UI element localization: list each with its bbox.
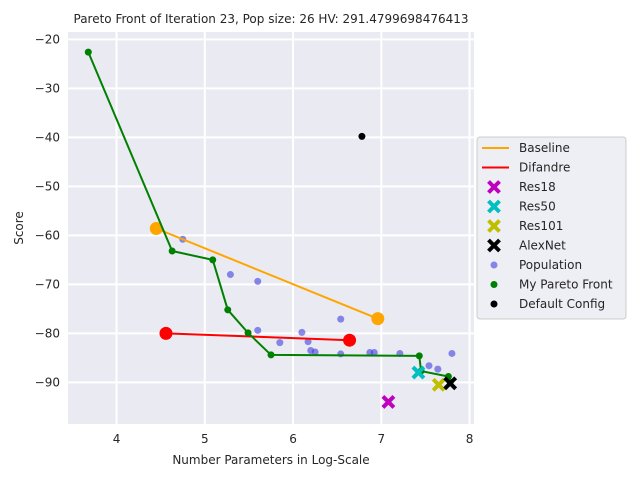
population-point: [448, 349, 456, 357]
y-tick-label: −60: [35, 228, 60, 242]
population-point: [311, 348, 319, 356]
legend-label: Baseline: [519, 141, 570, 155]
legend-entry-default-config: Default Config: [490, 297, 605, 311]
res18-marker: [381, 395, 396, 409]
res101-marker: [431, 377, 446, 392]
my-pareto-front-point: [224, 306, 232, 314]
my-pareto-front-point: [267, 351, 275, 359]
legend-x-swatch-stroke: [487, 238, 501, 253]
y-tick-label: −40: [35, 130, 60, 144]
population-point: [370, 348, 378, 356]
x-axis-label: Number Parameters in Log-Scale: [172, 453, 369, 467]
my-pareto-front-point: [84, 48, 92, 56]
y-tick-label: −80: [35, 326, 60, 340]
legend-label: My Pareto Front: [519, 278, 613, 292]
y-tick-label: −20: [35, 32, 60, 46]
legend-entry-res50: Res50: [487, 199, 556, 214]
legend-entry-population: Population: [490, 258, 582, 272]
series-res101: [431, 377, 446, 392]
legend-label: Res101: [519, 219, 563, 233]
legend-label: Difandre: [519, 161, 570, 175]
x-tick-label: 6: [289, 432, 297, 446]
default-config-point: [358, 132, 366, 140]
legend-x-swatch-stroke: [487, 180, 501, 194]
series-res50: [411, 365, 426, 380]
series-res18: [381, 395, 396, 409]
x-tick-label: 8: [466, 432, 474, 446]
y-tick-label: −50: [35, 179, 60, 193]
legend-entry-res18: Res18: [487, 180, 556, 194]
series-default-config: [358, 132, 366, 140]
res50-marker: [411, 365, 426, 380]
legend-label: Default Config: [519, 297, 605, 311]
legend-label: AlexNet: [519, 239, 566, 253]
my-pareto-front-point: [244, 329, 252, 337]
legend-x-swatch: [487, 238, 501, 253]
legend-x-swatch: [487, 219, 501, 233]
alexnet-marker-stroke: [443, 376, 458, 391]
difandre-line: [165, 332, 350, 342]
my-pareto-front-point: [168, 247, 176, 255]
series-baseline: [149, 221, 385, 326]
chart-title: Pareto Front of Iteration 23, Pop size: …: [74, 12, 469, 26]
legend-label: Res18: [519, 180, 556, 194]
legend-x-swatch: [487, 199, 501, 214]
legend-entry-baseline: Baseline: [482, 141, 570, 155]
y-tick-label: −90: [35, 375, 60, 389]
baseline-point: [149, 221, 163, 235]
population-point: [276, 339, 284, 347]
y-axis-label: Score: [12, 211, 26, 245]
x-tick-label: 5: [201, 432, 209, 446]
legend-entry-my-pareto-front: My Pareto Front: [490, 278, 613, 292]
legend-dot-swatch: [490, 281, 498, 288]
series-layer: [84, 48, 458, 409]
legend-entry-difandre: Difandre: [482, 161, 570, 175]
legend-entry-alexnet: AlexNet: [487, 238, 566, 253]
series-difandre: [159, 326, 357, 347]
res101-marker-stroke: [431, 377, 446, 392]
y-tick-label: −70: [35, 277, 60, 291]
baseline-line: [155, 227, 379, 320]
legend: Baseline Difandre Res18 Res50 Res101 AlexNet P…: [476, 136, 627, 320]
population-point: [434, 365, 442, 373]
x-tick-label: 4: [113, 432, 121, 446]
y-tick-label: −30: [35, 81, 60, 95]
difandre-point: [159, 326, 173, 340]
grid: [68, 32, 474, 424]
population-point: [226, 271, 234, 279]
res18-marker-stroke: [381, 395, 396, 409]
legend-x-swatch: [487, 180, 501, 194]
my-pareto-front-point: [209, 256, 217, 264]
legend-box: [476, 136, 627, 320]
legend-entry-res101: Res101: [487, 219, 563, 233]
alexnet-marker: [443, 376, 458, 391]
tick-labels: 4 5 6 7 8 −20 −30 −40 −50 −60 −70 −80 −90: [35, 32, 474, 446]
res50-marker-stroke: [411, 365, 426, 380]
legend-label: Res50: [519, 200, 556, 214]
population-point: [254, 277, 262, 285]
legend-dot-swatch: [490, 300, 498, 308]
difandre-point: [343, 333, 357, 347]
legend-x-swatch-stroke: [487, 199, 501, 214]
my-pareto-front-point: [415, 352, 423, 360]
population-point: [304, 338, 312, 346]
population-point: [425, 362, 433, 370]
plot-background: [68, 32, 474, 424]
x-tick-label: 7: [378, 432, 386, 446]
legend-x-swatch-stroke: [487, 219, 501, 233]
population-point: [337, 315, 345, 323]
population-point: [254, 326, 262, 334]
series-alexnet: [443, 376, 458, 391]
baseline-point: [371, 312, 385, 326]
legend-label: Population: [519, 258, 582, 272]
my-pareto-front-line: [87, 51, 452, 383]
legend-dot-swatch: [490, 261, 498, 269]
population-point: [298, 328, 306, 336]
